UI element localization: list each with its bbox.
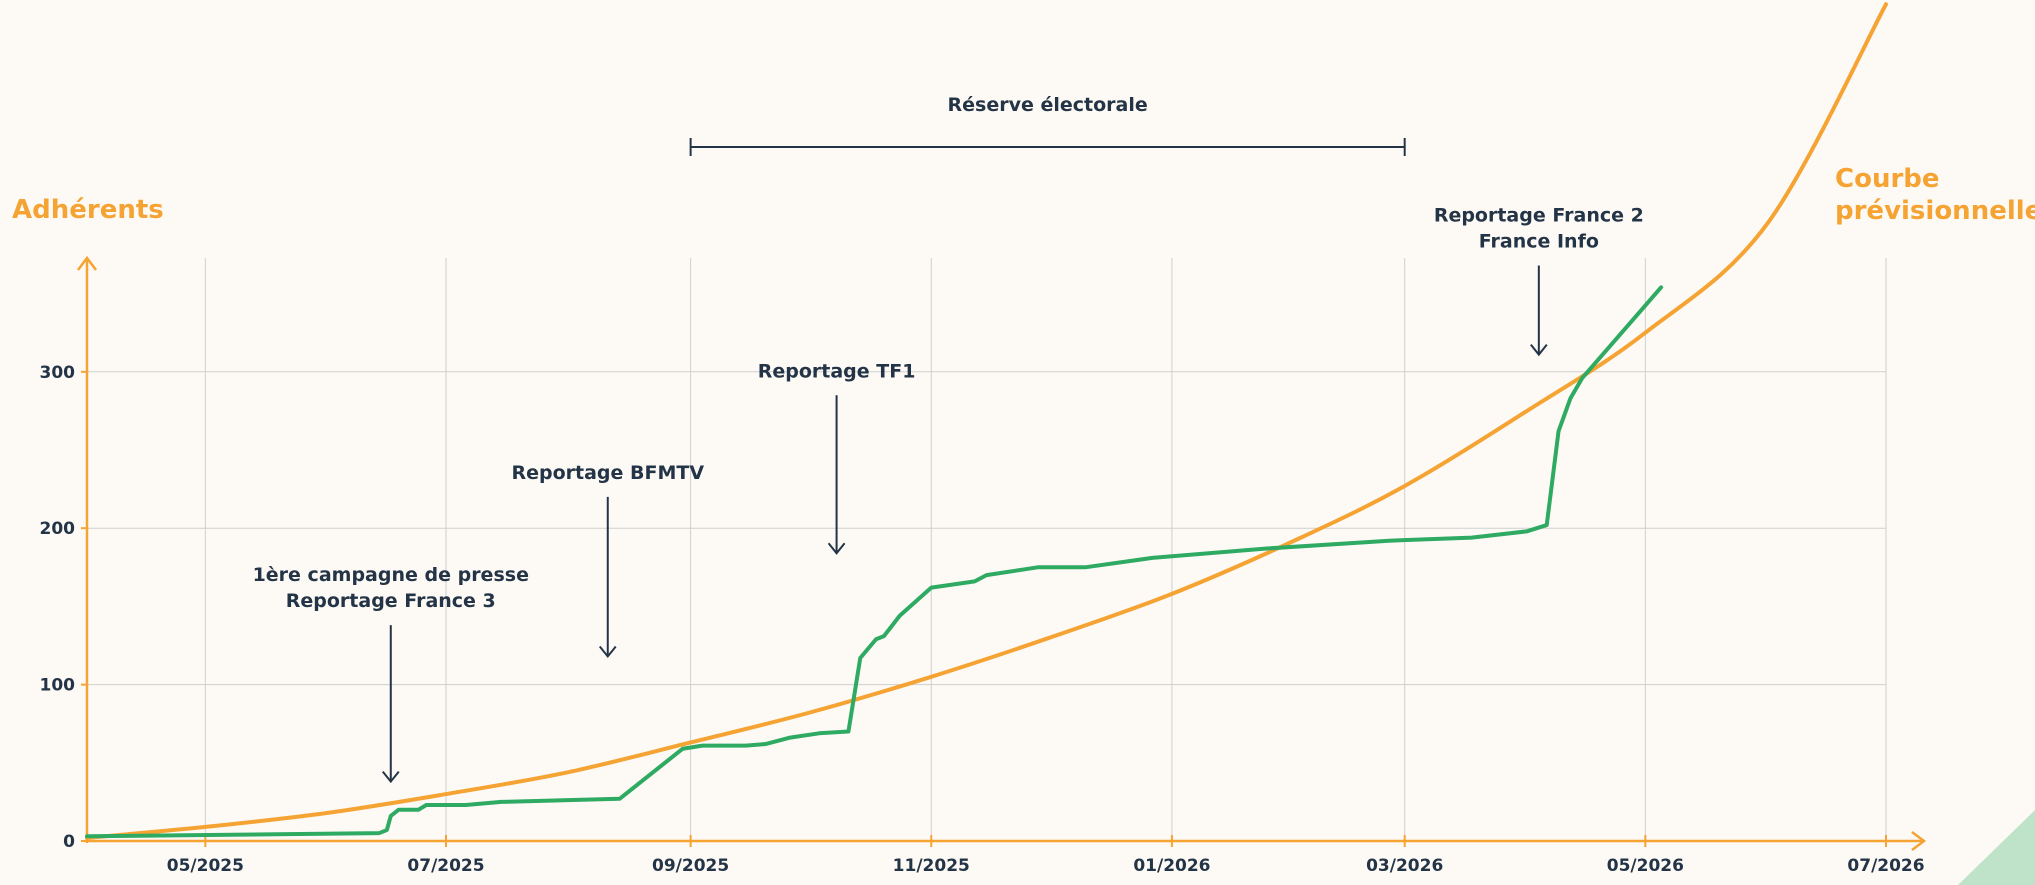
y-tick-label: 300 <box>40 363 76 383</box>
x-axis-arrow <box>1911 831 1927 851</box>
forecast-label: Courbe prévisionnelle <box>1835 164 2035 226</box>
annotation-label: Reportage BFMTV <box>511 462 704 484</box>
axes: 05/2025 07/2025 09/2025 11/2025 01/2026 03/20… <box>40 255 1927 876</box>
period-label: Réserve électorale <box>948 94 1148 116</box>
annotation-arrow-head <box>1530 343 1548 357</box>
x-tick-label: 09/2025 <box>652 856 729 876</box>
grid-lines <box>87 258 1887 841</box>
x-tick-label: 05/2026 <box>1607 856 1684 876</box>
x-tick-label: 05/2025 <box>167 856 244 876</box>
y-tick-label: 200 <box>40 519 76 539</box>
x-tick-label: 07/2026 <box>1847 856 1924 876</box>
annotation-label: Reportage France 2 <box>1434 204 1644 226</box>
annotation-label: 1ère campagne de presse <box>253 564 529 586</box>
y-axis-arrow <box>77 255 97 271</box>
x-tick-label: 03/2026 <box>1366 856 1443 876</box>
annotation-label: Reportage France 3 <box>286 590 496 612</box>
annotations: 1ère campagne de presse Reportage France … <box>253 94 1644 784</box>
corner-decoration <box>1958 810 2035 885</box>
x-tick-label: 07/2025 <box>407 856 484 876</box>
forecast-curve <box>85 2 1888 840</box>
x-tick-label: 11/2025 <box>893 856 970 876</box>
members-line <box>85 285 1664 839</box>
annotation-label: France Info <box>1479 230 1599 252</box>
annotation-arrow-head <box>827 542 846 555</box>
y-axis-label: Adhérents <box>12 195 164 225</box>
y-tick-label: 0 <box>63 832 75 852</box>
x-tick-label: 01/2026 <box>1133 856 1210 876</box>
annotation-label: Reportage TF1 <box>758 360 916 382</box>
annotation-arrow-head <box>381 770 400 784</box>
annotation-arrow-head <box>598 645 617 659</box>
y-tick-label: 100 <box>40 676 76 696</box>
series-layer: Courbe prévisionnelle <box>85 2 2035 840</box>
